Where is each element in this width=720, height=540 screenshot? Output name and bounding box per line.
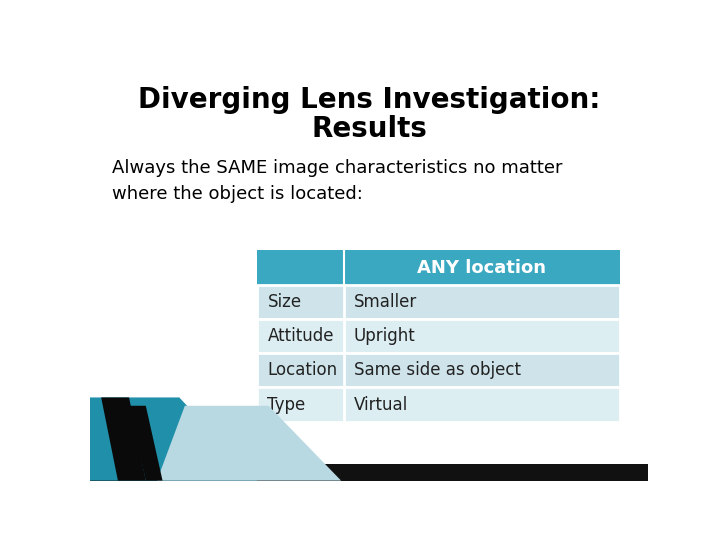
- Text: Results: Results: [311, 115, 427, 143]
- Text: Location: Location: [267, 361, 338, 380]
- FancyBboxPatch shape: [258, 353, 620, 388]
- Polygon shape: [90, 397, 258, 481]
- Text: ANY location: ANY location: [418, 259, 546, 276]
- Polygon shape: [101, 397, 145, 481]
- Polygon shape: [129, 406, 163, 481]
- FancyBboxPatch shape: [258, 319, 620, 353]
- Text: Attitude: Attitude: [267, 327, 334, 345]
- Text: Diverging Lens Investigation:: Diverging Lens Investigation:: [138, 86, 600, 114]
- Text: Upright: Upright: [354, 327, 415, 345]
- Polygon shape: [157, 406, 341, 481]
- FancyBboxPatch shape: [258, 388, 620, 422]
- Text: Always the SAME image characteristics no matter
where the object is located:: Always the SAME image characteristics no…: [112, 159, 563, 204]
- Text: Same side as object: Same side as object: [354, 361, 521, 380]
- FancyBboxPatch shape: [258, 250, 344, 285]
- Text: Size: Size: [267, 293, 302, 311]
- Text: Virtual: Virtual: [354, 395, 408, 414]
- FancyBboxPatch shape: [258, 285, 620, 319]
- Polygon shape: [90, 464, 648, 481]
- Text: Smaller: Smaller: [354, 293, 417, 311]
- FancyBboxPatch shape: [344, 250, 620, 285]
- Text: Type: Type: [267, 395, 306, 414]
